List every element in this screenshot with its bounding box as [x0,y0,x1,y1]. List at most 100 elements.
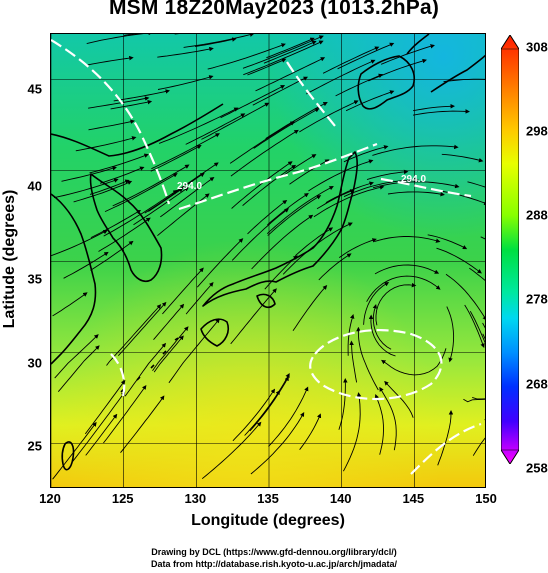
colorbar-tick-label: 268 [526,376,548,392]
streamline [52,421,97,480]
streamline [467,181,485,188]
streamline [469,310,485,344]
y-tick-label: 35 [27,271,42,287]
streamline [103,384,147,444]
colorbar-tick-label: 298 [526,123,548,139]
streamline [152,326,189,371]
streamline [57,345,100,392]
streamline [84,379,126,435]
streamline [469,267,485,281]
streamline [207,43,286,70]
streamline [387,191,445,197]
streamline [157,46,214,58]
streamline [379,386,397,451]
streamline [160,177,215,218]
credit-line-1: Drawing by DCL (https://www.gfd-dennou.o… [151,547,397,557]
streamline [63,251,109,279]
streamline [366,275,441,302]
streamline-map: 294.0 294.0 [51,34,485,487]
streamline [441,153,484,163]
y-axis-label: Latitude (degrees) [1,189,18,329]
streamline [345,90,395,112]
streamline [337,42,395,70]
streamline [61,166,117,182]
streamline [112,164,190,207]
streamline [54,334,99,379]
map-title: MSM 18Z20May2023 (1013.2hPa) [108,0,440,19]
streamline [247,58,287,76]
streamline [183,34,255,48]
streamline [229,121,295,164]
streamline [463,398,485,403]
streamline [374,264,440,275]
y-tick-label: 30 [27,355,42,371]
streamline [251,214,314,270]
y-tick-label: 45 [27,81,42,97]
x-tick-label: 120 [39,491,61,506]
streamline [437,410,454,466]
streamline [338,238,377,258]
streamline [185,282,214,315]
streamline [318,253,352,281]
streamline [150,145,202,172]
streamline [72,391,126,462]
x-tick-label: 150 [475,491,497,506]
streamline [343,145,389,163]
streamline [195,37,237,47]
streamline [90,209,142,239]
streamline [299,100,359,133]
streamline [185,113,246,145]
streamline [263,40,317,64]
streamline [88,119,135,131]
streamline [73,180,133,203]
streamline [255,57,326,92]
streamline [343,392,362,472]
streamline [445,273,485,321]
streamline [117,301,167,357]
streamline [124,342,167,397]
streamline [313,185,385,218]
streamline [375,282,417,326]
streamline [372,304,392,350]
streamline [264,255,298,290]
streamline [230,288,277,345]
x-tick-label: 125 [111,491,134,506]
streamline [427,234,468,250]
streamline [266,186,334,235]
streamline [372,144,459,156]
streamline [289,159,330,185]
streamline [98,217,151,252]
streamline [106,304,162,366]
streamline [144,172,205,214]
y-tick-label: 40 [27,178,42,194]
streamline [52,292,88,317]
streamline [299,413,322,450]
streamline [85,413,118,456]
colorbar [501,35,519,464]
colorbar-tick-label: 288 [526,207,548,223]
streamline [368,314,396,357]
streamline [347,314,355,356]
streamline [151,133,220,170]
streamline [51,230,108,257]
streamline [308,159,374,192]
streamline [305,59,376,95]
streamline [368,58,427,82]
streamline [103,189,178,237]
colorbar-tick-label: 258 [526,460,548,476]
wind-streamlines [51,34,485,480]
streamline [162,267,204,315]
streamline [168,318,220,384]
streamline [280,154,317,178]
streamline [356,326,379,391]
streamline [232,388,276,442]
streamline [86,34,153,45]
temperature-contours [51,39,482,475]
streamline [90,240,134,271]
streamline [230,129,299,177]
streamline [247,199,288,235]
streamline [171,162,219,195]
streamline [267,193,309,226]
streamline [157,75,214,90]
x-axis-label: Longitude (degrees) [191,512,345,529]
